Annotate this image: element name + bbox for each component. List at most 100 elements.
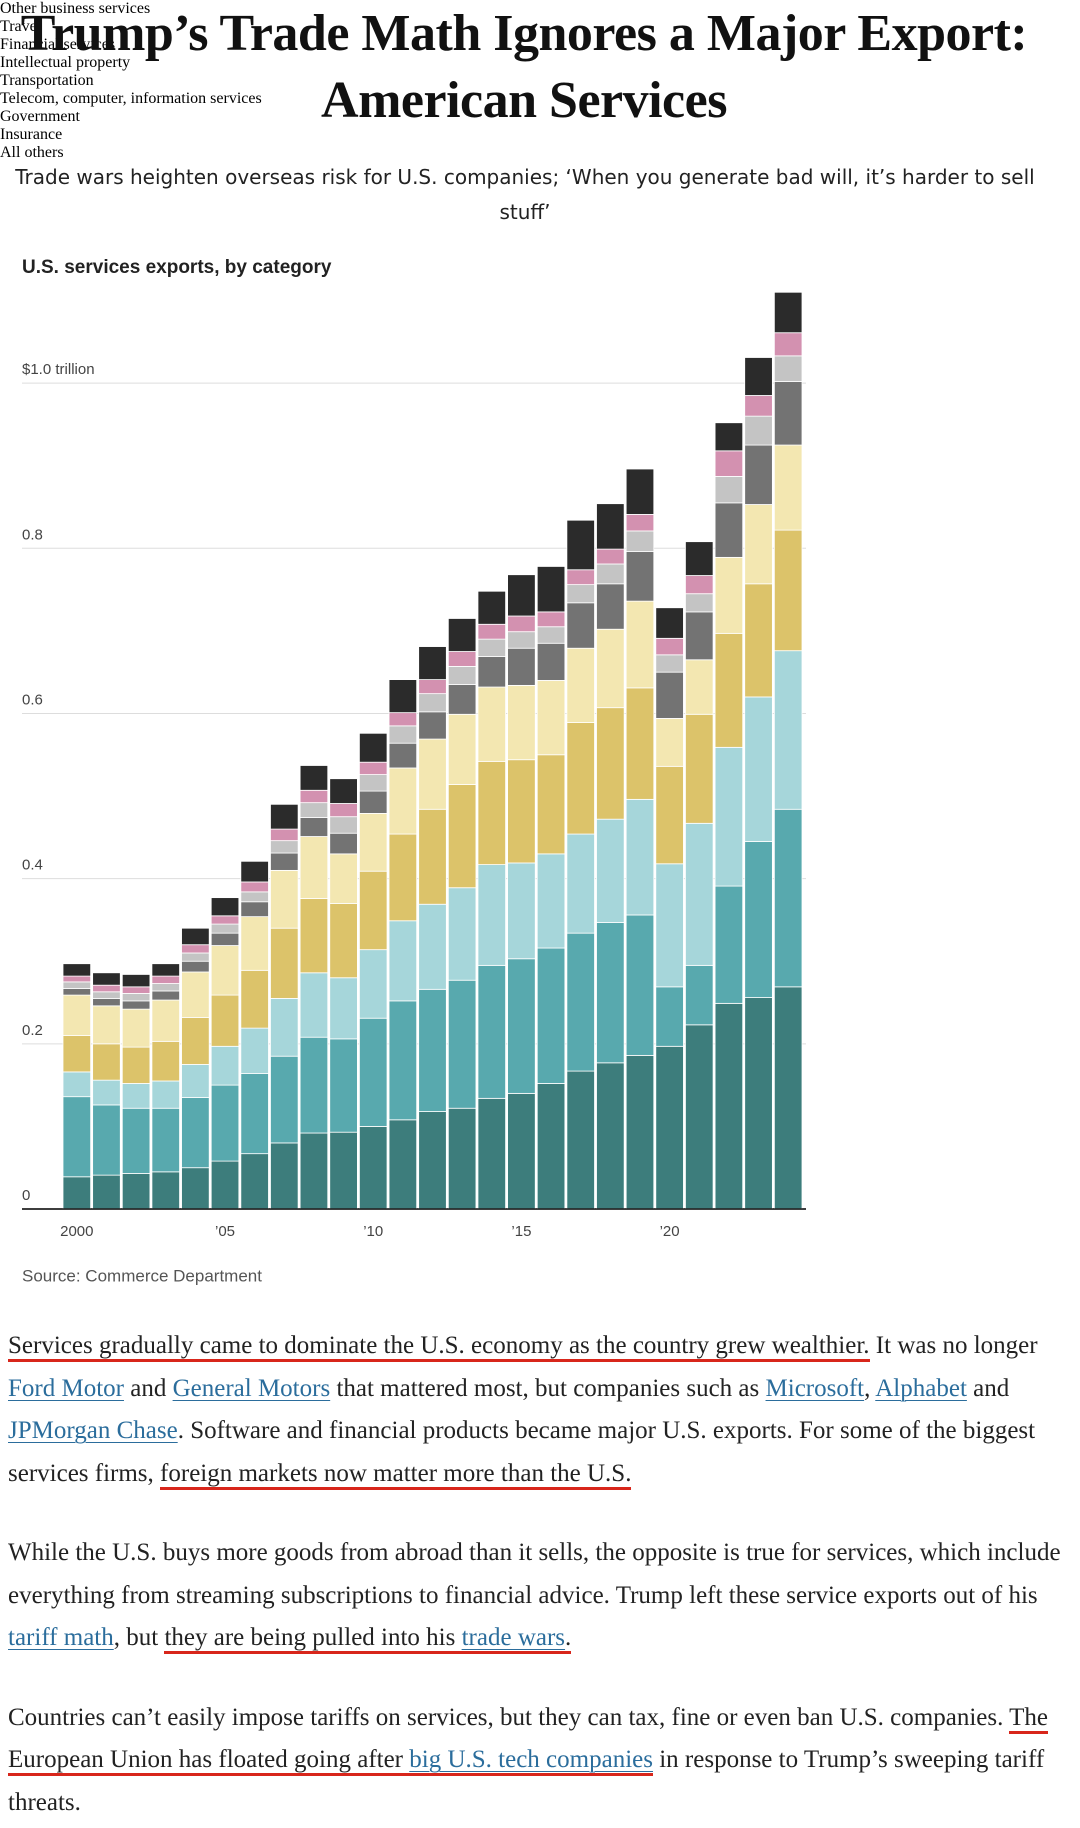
bar-segment (596, 628, 625, 709)
bar-segment (92, 1174, 121, 1210)
bar-segment (358, 949, 388, 1019)
bar-segment (566, 932, 595, 1072)
bar-segment (240, 969, 269, 1029)
bar-segment (714, 632, 744, 748)
subheadline: Trade wars heighten overseas risk for U.… (15, 165, 1035, 224)
bar-segment (744, 444, 773, 505)
bar-segment (625, 468, 655, 515)
bar-segment (596, 503, 625, 550)
legend-item: Telecom, computer, information services (0, 90, 1080, 108)
bar-segment (270, 840, 299, 854)
legend-item: All others (0, 144, 1080, 162)
bar-segment (714, 450, 744, 477)
bar-segment (536, 1083, 566, 1210)
bar-segment (773, 332, 803, 357)
bar-segment (714, 476, 744, 504)
bar-segment (92, 972, 121, 986)
bar-segment (388, 767, 418, 835)
bar-segment (181, 1097, 210, 1169)
bar-segment (210, 1160, 240, 1210)
bar-segment (299, 817, 329, 837)
link[interactable]: General Motors (172, 1374, 331, 1402)
bar-segment (299, 789, 329, 804)
bar-segment (240, 901, 269, 918)
bar-segment (329, 832, 358, 855)
bar-segment (566, 647, 595, 723)
bar-segment (447, 651, 477, 667)
headline: Trump’s Trade Math Ignores a Major Expor… (20, 5, 1028, 129)
bar-segment (210, 897, 240, 917)
bar-segment (270, 1055, 299, 1144)
bar-segment (447, 665, 477, 685)
bar-segment (181, 944, 210, 954)
bar-segment (62, 1035, 92, 1073)
link[interactable]: trade wars (461, 1624, 566, 1654)
bar-segment (92, 991, 121, 999)
link[interactable]: JPMorgan Chase (8, 1417, 178, 1444)
bar-segment (181, 952, 210, 962)
bar-segment (418, 693, 447, 713)
bar-segment (744, 357, 773, 396)
bar-segment (358, 1017, 388, 1127)
bar-segment (625, 1054, 655, 1210)
bar-segment (773, 355, 803, 382)
legend-label: Insurance (0, 126, 63, 143)
bar-segment (418, 808, 447, 905)
bar-segment (418, 711, 447, 740)
bar-segment (181, 1016, 210, 1065)
bar-segment (210, 915, 240, 925)
bar-segment (270, 828, 299, 842)
bar-segment (240, 1027, 269, 1074)
bar-segment (507, 647, 536, 686)
bar-segment (685, 822, 714, 966)
bar-segment (151, 983, 180, 992)
link[interactable]: tariff math (8, 1624, 114, 1651)
bar-segment (685, 541, 714, 576)
bar-segment (773, 291, 803, 334)
legend-label: Telecom, computer, information services (0, 90, 262, 107)
bar-segment (655, 1045, 684, 1210)
bar-segment (685, 1024, 714, 1210)
bar-segment (210, 923, 240, 934)
bar-segment (655, 671, 684, 719)
bar-segment (625, 514, 655, 532)
bar-segment (62, 963, 92, 977)
link[interactable]: Microsoft (765, 1374, 865, 1402)
bar-segment (121, 1173, 151, 1210)
bar-segment (299, 836, 329, 899)
bar-segment (744, 841, 773, 998)
bar-segment (181, 927, 210, 946)
bar-segment (62, 981, 92, 989)
link[interactable]: Ford Motor (8, 1374, 124, 1402)
bar-segment (447, 684, 477, 715)
bar-segment (714, 885, 744, 1004)
link[interactable]: Alphabet (875, 1374, 967, 1402)
bar-segment (773, 529, 803, 652)
x-tick-label: ’10 (363, 1223, 383, 1240)
bar-segment (625, 798, 655, 916)
bar-segment (121, 1083, 151, 1109)
bar-segment (210, 994, 240, 1047)
bar-segment (685, 611, 714, 661)
bar-segment (240, 860, 269, 883)
bar-segment (773, 650, 803, 810)
bar-segment (625, 600, 655, 689)
bar-segment (566, 722, 595, 835)
link[interactable]: big U.S. tech companies (409, 1746, 653, 1776)
bar-segment (714, 422, 744, 452)
bar-segment (744, 504, 773, 585)
bar-segment (685, 713, 714, 824)
text: While the U.S. buys more goods from abro… (8, 1539, 1061, 1609)
bar-segment (447, 887, 477, 981)
bar-segment (477, 1097, 506, 1210)
bar-segment (773, 986, 803, 1210)
bar-segment (151, 1171, 180, 1210)
legend-label: Financial services (0, 36, 116, 53)
bar-segment (270, 852, 299, 871)
bar-segment (477, 864, 506, 966)
bar-segment (151, 990, 180, 1001)
text: . Software and financial products became… (8, 1417, 1036, 1487)
y-tick-label: $1.0 trillion (22, 361, 95, 378)
bar-segment (92, 1043, 121, 1081)
bar-segment (536, 680, 566, 756)
